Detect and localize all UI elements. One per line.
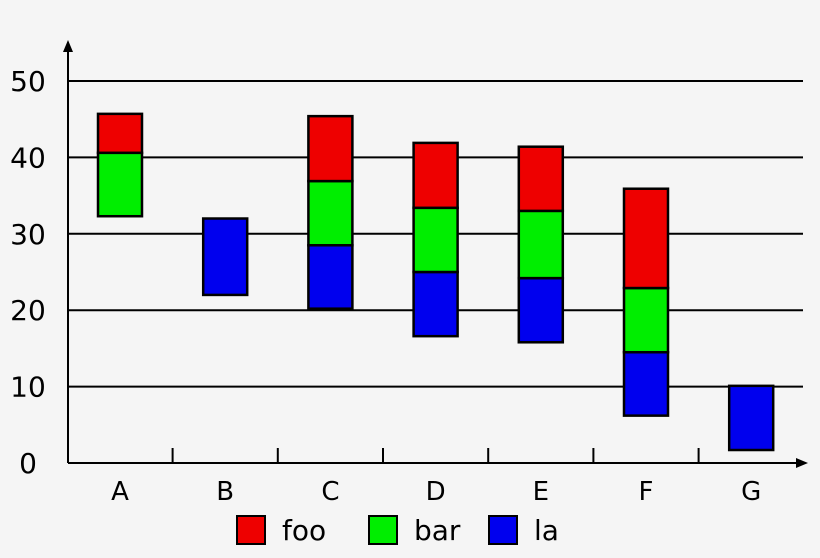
legend-label-foo: foo bbox=[282, 514, 326, 547]
legend-swatch-foo bbox=[236, 515, 266, 545]
x-tick-label: E bbox=[533, 477, 549, 507]
legend: foo bar la bbox=[236, 514, 559, 547]
x-tick-label: D bbox=[426, 477, 446, 507]
bar-foo-F bbox=[622, 187, 670, 290]
bar-la-G bbox=[727, 384, 775, 452]
legend-swatch-bar bbox=[368, 515, 398, 545]
x-tick-label: F bbox=[639, 477, 654, 507]
axes: 0 10 20 30 40 50 A B C D E F G bbox=[10, 40, 808, 507]
y-tick-label: 40 bbox=[10, 141, 46, 174]
bar-la-E bbox=[517, 276, 565, 344]
bar-foo-A bbox=[96, 112, 144, 155]
y-tick-label: 20 bbox=[10, 294, 46, 327]
bar-la-D bbox=[412, 270, 459, 338]
legend-swatch-la bbox=[488, 515, 518, 545]
legend-label-bar: bar bbox=[414, 514, 461, 547]
bars bbox=[96, 112, 775, 452]
bar-foo-C bbox=[307, 114, 354, 183]
y-tick-label: 30 bbox=[10, 218, 46, 251]
bar-bar-A bbox=[96, 151, 144, 218]
bar-foo-E bbox=[517, 145, 565, 213]
bar-la-F bbox=[622, 350, 670, 417]
legend-label-la: la bbox=[534, 514, 559, 547]
bar-bar-D bbox=[412, 206, 459, 274]
x-tick-label: B bbox=[216, 477, 234, 507]
bar-la-C bbox=[307, 244, 354, 310]
x-axis-arrow-icon bbox=[796, 458, 808, 468]
bar-bar-F bbox=[622, 286, 670, 354]
bar-bar-C bbox=[307, 179, 354, 247]
x-tick-label: C bbox=[321, 477, 339, 507]
y-tick-label: 50 bbox=[10, 65, 46, 98]
bar-foo-D bbox=[412, 141, 459, 210]
x-tick-label: G bbox=[741, 477, 761, 507]
x-tick-label: A bbox=[111, 477, 129, 507]
y-tick-label: 10 bbox=[10, 371, 46, 404]
bar-la-B bbox=[201, 217, 249, 297]
y-axis-arrow-icon bbox=[63, 40, 73, 52]
bar-bar-E bbox=[517, 209, 565, 280]
y-tick-label: 0 bbox=[19, 447, 37, 480]
